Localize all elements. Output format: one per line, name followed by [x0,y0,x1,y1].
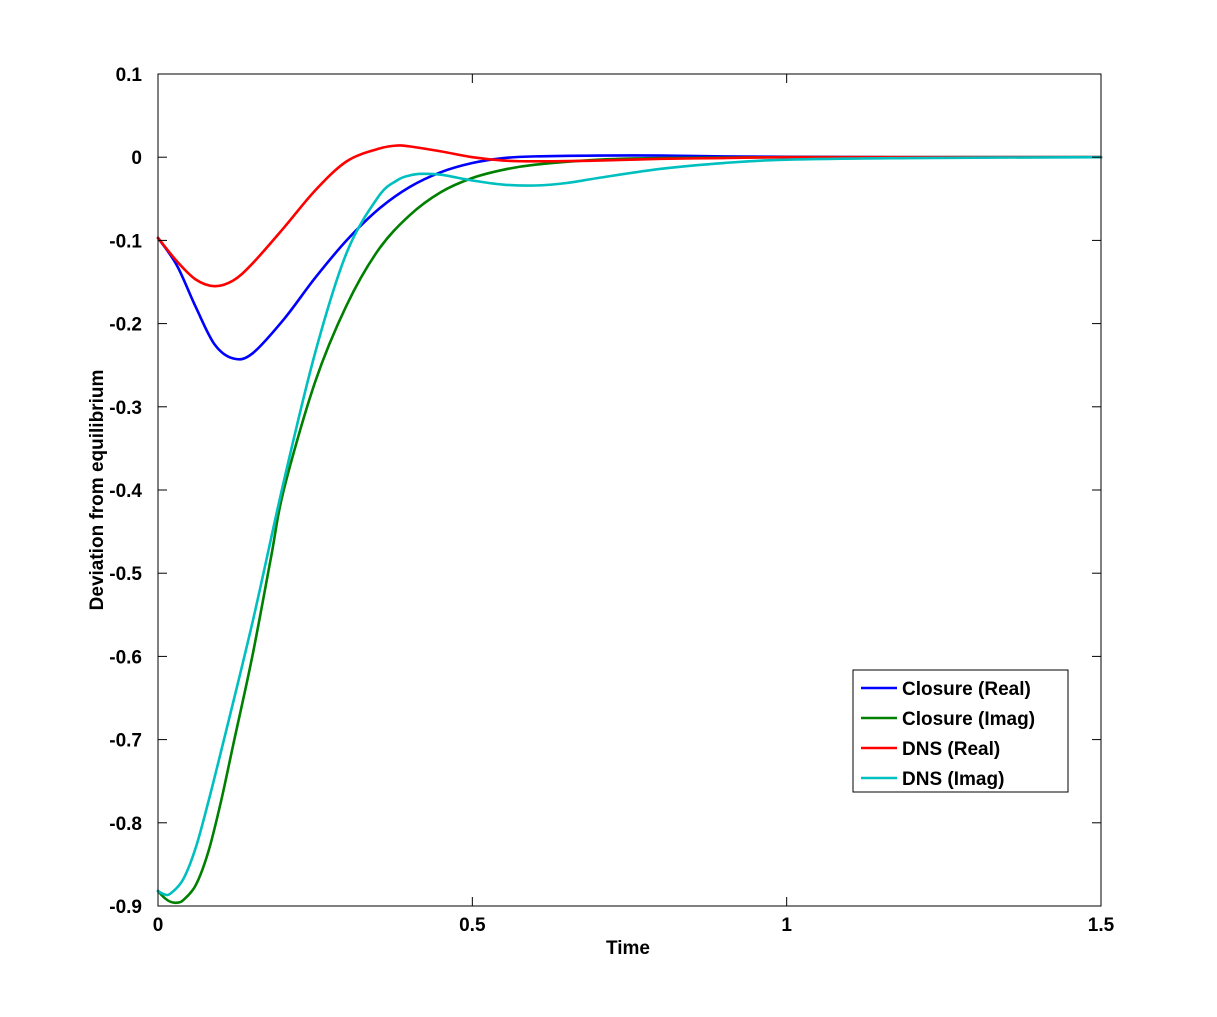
y-tick-label: -0.5 [109,564,142,585]
legend-box [852,669,1069,793]
y-tick-label: -0.2 [109,315,142,336]
y-tick-label: -0.4 [109,481,142,502]
legend: Closure (Real) Closure (Imag) DNS (Real) DN… [852,669,1069,793]
x-tick-label: 0.5 [459,915,486,936]
legend-label-3: DNS (Real) [902,739,1000,760]
x-tick-label: 1.5 [1088,915,1115,936]
series-line-3 [156,144,1103,288]
y-tick-label: -0.7 [109,731,142,752]
x-tick-label: 0 [153,915,164,936]
y-tick-label: -0.9 [109,897,142,918]
legend-label-4: DNS (Imag) [902,769,1004,790]
y-tick-label: -0.6 [109,647,142,668]
y-axis-label: Deviation from equilibrium [87,370,108,611]
legend-label-2: Closure (Imag) [902,709,1035,730]
tick-layer: 0 0.5 1 1.5 0.1 0 -0.1 -0.2 -0.3 -0.4 -0.5 -0.6 -0.7… [109,65,1114,936]
y-tick-label: -0.8 [109,814,142,835]
legend-label-1: Closure (Real) [902,679,1031,700]
y-tick-label: -0.3 [109,398,142,419]
y-tick-label: 0.1 [116,65,143,86]
y-tick-label: -0.1 [109,231,142,252]
x-axis-label: Time [606,938,650,959]
y-tick-label: 0 [131,148,142,169]
x-tick-label: 1 [781,915,792,936]
series-line-4 [156,155,1103,897]
series-layer [156,144,1103,905]
